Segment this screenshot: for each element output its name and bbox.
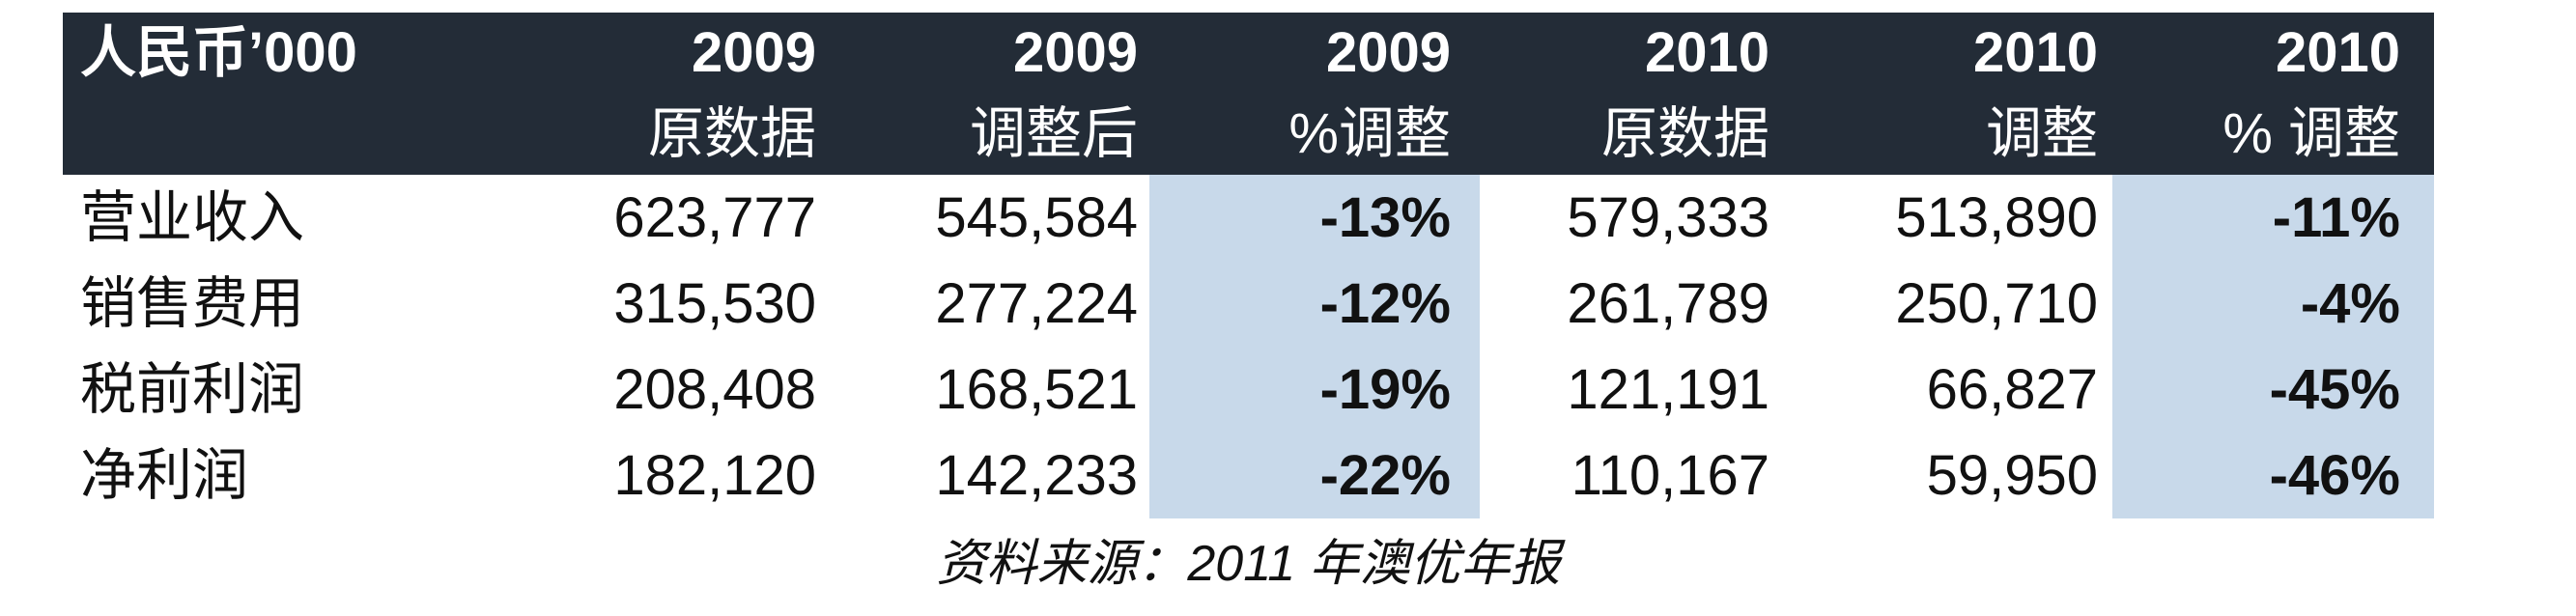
cell-2010-pct-change: -46% [2269,444,2400,507]
table-header: 人民币’000 2009 原数据 2009 调整后 2009 %调整 2010 … [63,13,2434,175]
row-label: 营业收入 [80,186,305,249]
header-subtitle: 原数据 [1600,102,1769,165]
header-cell-2009-pct-change: 2009 %调整 [1149,13,1480,175]
table-row-revenue: 营业收入 623,777 545,584 -13% 579,333 513,89… [63,175,2434,261]
cell-2010-adjusted: 59,950 [1926,444,2098,507]
cell-2010-adjusted: 250,710 [1895,272,2098,335]
header-subtitle: % 调整 [2222,102,2400,165]
cell-2010-original: 261,789 [1567,272,1769,335]
header-subtitle: %调整 [1288,102,1451,165]
cell-2010-original: 579,333 [1567,186,1769,249]
header-year: 2009 [1325,21,1451,84]
cell-2010-pct-change: -11% [2272,186,2400,249]
header-year: 2010 [1972,21,2098,84]
cell-2009-adjusted: 142,233 [935,444,1138,507]
cell-2009-adjusted: 545,584 [935,186,1138,249]
cell-2009-original: 182,120 [613,444,816,507]
cell-2009-pct-change: -22% [1319,444,1451,507]
header-cell-2010-original: 2010 原数据 [1480,13,1784,175]
header-year: 2010 [1644,21,1769,84]
cell-2009-original: 315,530 [613,272,816,335]
highlight-column-2010-pct [2112,175,2434,518]
source-note: 资料来源：2011 年澳优年报 [936,536,1561,592]
table-row-net-profit: 净利润 182,120 142,233 -22% 110,167 59,950 … [63,433,2434,518]
table-body: 营业收入 623,777 545,584 -13% 579,333 513,89… [63,175,2434,518]
header-subtitle: 调整 [1985,102,2098,165]
row-label: 销售费用 [80,272,305,335]
cell-2009-pct-change: -19% [1319,358,1451,421]
header-cell-2010-adjusted: 2010 调整 [1784,13,2112,175]
cell-2009-pct-change: -13% [1319,186,1451,249]
header-subtitle: 原数据 [647,102,816,165]
header-cell-2009-original: 2009 原数据 [541,13,831,175]
header-unit-label: 人民币’000 [80,21,357,84]
highlight-column-2009-pct [1149,175,1480,518]
header-year: 2009 [1012,21,1138,84]
header-cell-2009-adjusted: 2009 调整后 [831,13,1149,175]
cell-2010-adjusted: 66,827 [1926,358,2098,421]
cell-2010-pct-change: -4% [2300,272,2400,335]
header-year: 2010 [2275,21,2400,84]
cell-2009-original: 208,408 [613,358,816,421]
cell-2009-pct-change: -12% [1319,272,1451,335]
cell-2009-original: 623,777 [613,186,816,249]
cell-2009-adjusted: 277,224 [935,272,1138,335]
row-label: 税前利润 [80,358,305,421]
cell-2010-pct-change: -45% [2269,358,2400,421]
row-label: 净利润 [80,444,249,507]
cell-2010-original: 121,191 [1567,358,1769,421]
cell-2010-adjusted: 513,890 [1895,186,2098,249]
table-row-pretax-profit: 税前利润 208,408 168,521 -19% 121,191 66,827… [63,347,2434,433]
cell-2010-original: 110,167 [1571,444,1769,507]
table-row-selling-expenses: 销售费用 315,530 277,224 -12% 261,789 250,71… [63,261,2434,347]
header-cell-unit: 人民币’000 [63,13,541,175]
header-subtitle: 调整后 [969,102,1138,165]
header-cell-2010-pct-change: 2010 % 调整 [2112,13,2434,175]
cell-2009-adjusted: 168,521 [935,358,1138,421]
header-year: 2009 [691,21,816,84]
